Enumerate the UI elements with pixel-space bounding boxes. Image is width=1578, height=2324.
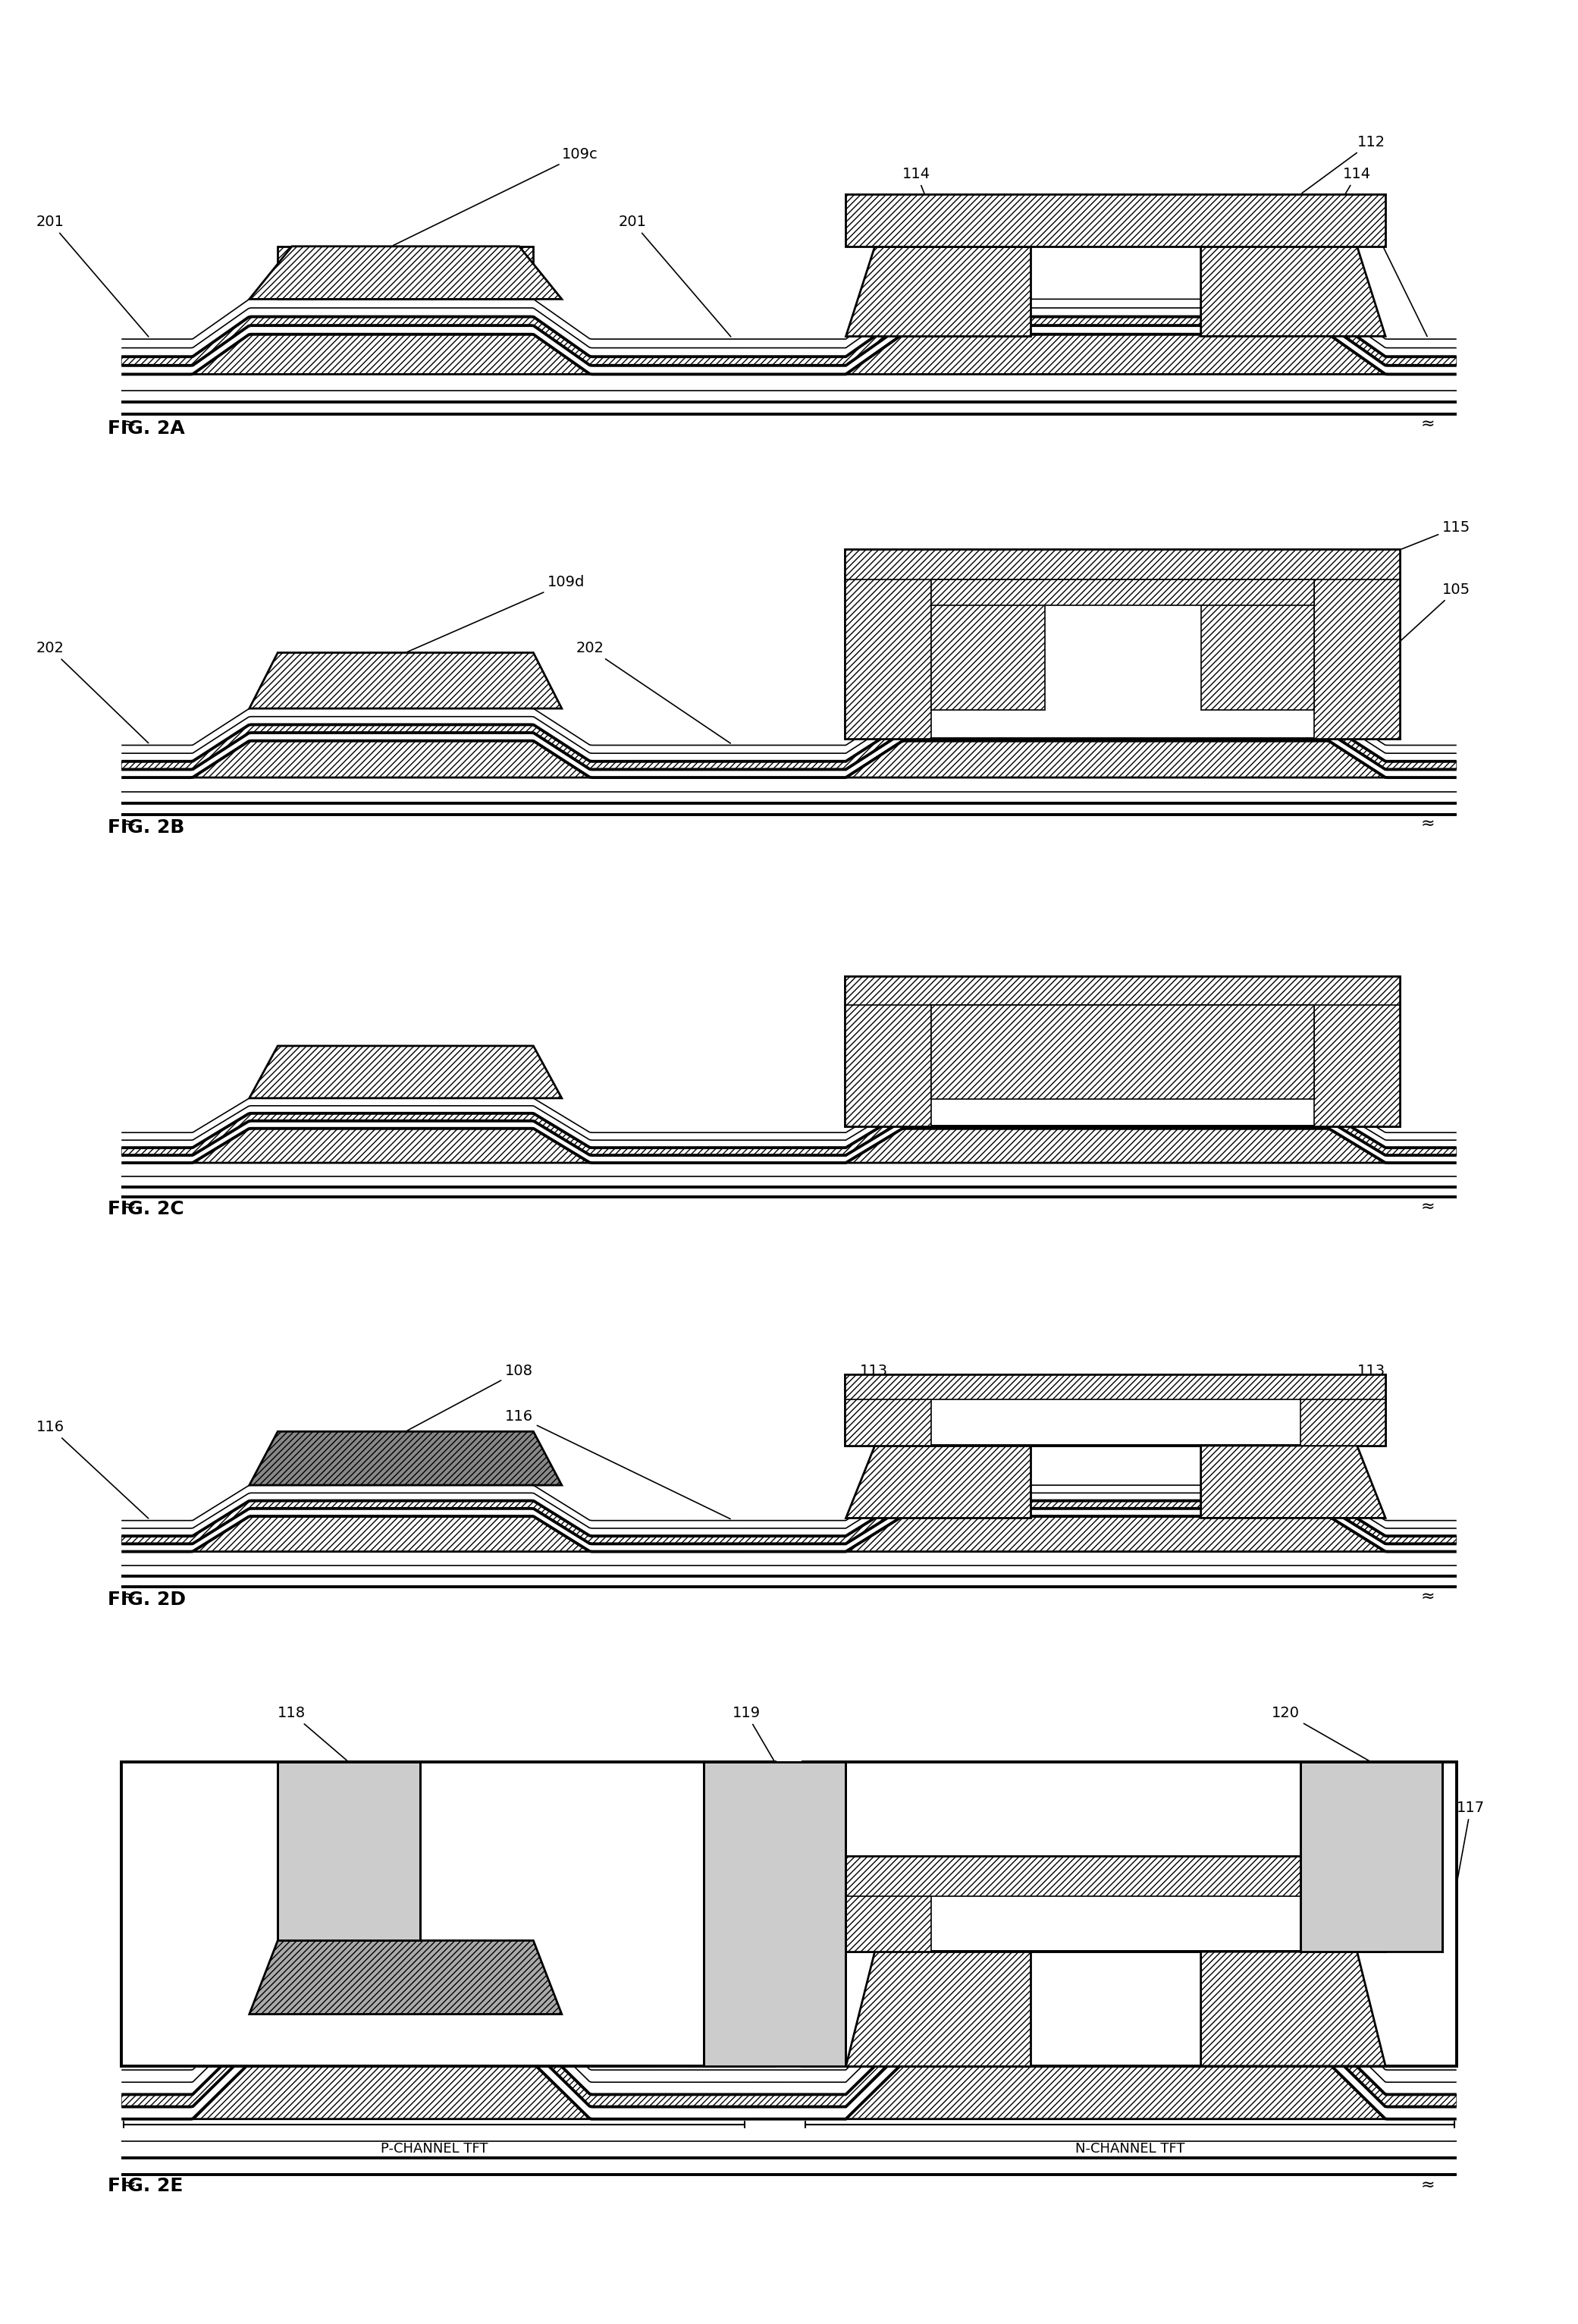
Polygon shape xyxy=(249,246,562,300)
Polygon shape xyxy=(846,1857,931,1952)
Text: ≈: ≈ xyxy=(1422,2178,1434,2194)
Polygon shape xyxy=(803,1762,1456,2066)
Polygon shape xyxy=(249,1941,562,2015)
Polygon shape xyxy=(193,1129,590,1162)
Polygon shape xyxy=(193,1515,590,1552)
Text: 116: 116 xyxy=(36,1420,148,1518)
Text: ≈: ≈ xyxy=(122,2178,136,2194)
Text: ≈: ≈ xyxy=(122,416,136,432)
Text: FIG. 2D: FIG. 2D xyxy=(107,1590,185,1608)
Text: 118: 118 xyxy=(278,1706,347,1762)
Polygon shape xyxy=(846,551,1400,579)
Polygon shape xyxy=(931,579,1045,709)
Text: 202: 202 xyxy=(36,641,148,744)
Polygon shape xyxy=(193,741,590,779)
Text: 114: 114 xyxy=(1316,167,1371,244)
Polygon shape xyxy=(1300,1857,1385,1952)
Text: ≈: ≈ xyxy=(122,816,136,832)
Polygon shape xyxy=(846,1515,1385,1552)
Polygon shape xyxy=(249,1046,562,1099)
Polygon shape xyxy=(1300,1376,1385,1446)
Text: ≈: ≈ xyxy=(122,1590,136,1604)
Text: 117: 117 xyxy=(1456,1801,1485,1882)
Text: 201: 201 xyxy=(619,216,731,337)
Polygon shape xyxy=(846,976,1400,1004)
Text: 120: 120 xyxy=(1272,1706,1370,1762)
Polygon shape xyxy=(122,1762,775,2066)
Text: FIG. 2E: FIG. 2E xyxy=(107,2178,183,2196)
Polygon shape xyxy=(1314,976,1400,1127)
Text: 109d: 109d xyxy=(407,576,585,651)
Polygon shape xyxy=(1314,551,1400,739)
Polygon shape xyxy=(846,1446,1030,1518)
Polygon shape xyxy=(846,335,1385,374)
Text: ≈: ≈ xyxy=(1422,416,1434,432)
Polygon shape xyxy=(1201,246,1385,337)
Text: 119: 119 xyxy=(732,1706,773,1759)
Polygon shape xyxy=(846,1952,1030,2066)
Polygon shape xyxy=(846,195,1385,246)
Text: 202: 202 xyxy=(576,641,731,744)
Polygon shape xyxy=(1300,1762,1442,1952)
Polygon shape xyxy=(704,1762,846,2066)
Text: 108: 108 xyxy=(407,1364,533,1432)
Polygon shape xyxy=(193,2064,590,2119)
Polygon shape xyxy=(278,1762,420,1941)
Text: N-CHANNEL TFT: N-CHANNEL TFT xyxy=(1075,2143,1185,2157)
Text: ≈: ≈ xyxy=(1422,1199,1434,1213)
Polygon shape xyxy=(846,976,1400,1127)
Polygon shape xyxy=(249,653,562,709)
Polygon shape xyxy=(846,551,1400,739)
Text: FIG. 2C: FIG. 2C xyxy=(107,1199,183,1218)
Polygon shape xyxy=(846,1376,1385,1399)
Polygon shape xyxy=(846,1376,1385,1446)
Polygon shape xyxy=(1201,1446,1385,1518)
Polygon shape xyxy=(931,1004,1314,1099)
Text: 105: 105 xyxy=(1401,583,1471,639)
Polygon shape xyxy=(846,741,1385,779)
Text: 115: 115 xyxy=(1401,521,1471,548)
Polygon shape xyxy=(193,335,590,374)
Polygon shape xyxy=(249,1432,562,1485)
Text: ≈: ≈ xyxy=(1422,1590,1434,1604)
Text: 116: 116 xyxy=(505,1411,731,1520)
Polygon shape xyxy=(1201,1952,1385,2066)
Polygon shape xyxy=(278,246,533,300)
Polygon shape xyxy=(931,579,1314,604)
Polygon shape xyxy=(1201,579,1314,709)
Text: 201: 201 xyxy=(1357,216,1427,337)
Text: FIG. 2B: FIG. 2B xyxy=(107,818,185,837)
Polygon shape xyxy=(846,246,1030,337)
Text: 201: 201 xyxy=(36,216,148,337)
Polygon shape xyxy=(846,1376,931,1446)
Polygon shape xyxy=(846,2064,1385,2119)
Text: 113: 113 xyxy=(860,1364,929,1443)
Polygon shape xyxy=(846,1857,1385,1952)
Text: 109c: 109c xyxy=(393,146,598,246)
Polygon shape xyxy=(846,1129,1385,1162)
Text: ≈: ≈ xyxy=(1422,816,1434,832)
Polygon shape xyxy=(846,551,931,739)
Text: ≈: ≈ xyxy=(122,1199,136,1213)
Polygon shape xyxy=(846,976,931,1127)
Polygon shape xyxy=(846,1857,1385,1896)
Text: 113: 113 xyxy=(1316,1364,1385,1443)
Text: 112: 112 xyxy=(1302,135,1385,193)
Text: P-CHANNEL TFT: P-CHANNEL TFT xyxy=(380,2143,488,2157)
Text: 114: 114 xyxy=(903,167,945,244)
Text: FIG. 2A: FIG. 2A xyxy=(107,421,185,437)
